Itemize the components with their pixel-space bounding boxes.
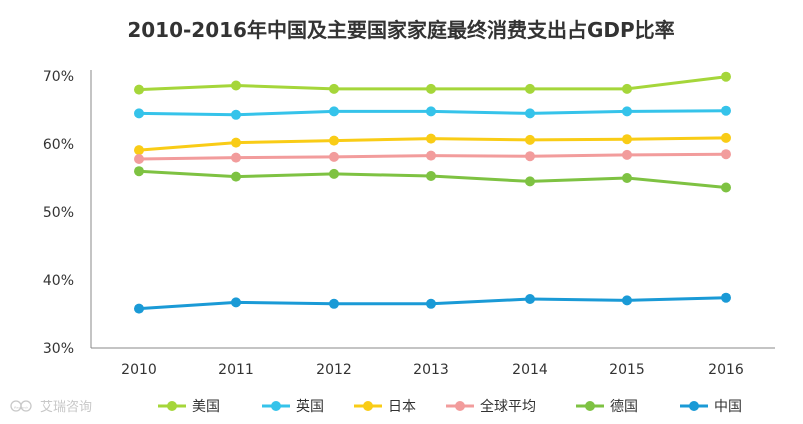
data-point bbox=[329, 168, 339, 179]
data-point bbox=[134, 154, 144, 164]
data-point bbox=[426, 83, 436, 94]
data-point bbox=[721, 182, 731, 193]
data-point bbox=[721, 149, 731, 160]
y-axis: 30% 40% 50% 60% 70% bbox=[43, 69, 92, 357]
data-point bbox=[426, 106, 436, 117]
x-tick-label: 2012 bbox=[316, 362, 352, 378]
data-point bbox=[525, 151, 535, 162]
watermark: iResearch 艾瑞咨询 bbox=[10, 400, 92, 415]
data-point bbox=[329, 83, 339, 94]
data-point bbox=[622, 173, 632, 183]
series-1 bbox=[134, 105, 731, 120]
data-point bbox=[622, 106, 632, 117]
series-4 bbox=[134, 166, 731, 193]
legend-swatch-marker bbox=[271, 401, 281, 411]
data-point bbox=[525, 294, 535, 304]
data-point bbox=[525, 108, 535, 119]
series-5 bbox=[134, 292, 731, 314]
legend-item: 英国 bbox=[262, 398, 324, 415]
x-axis: 2010 2011 2012 2013 2014 2015 2016 bbox=[91, 347, 775, 378]
data-point bbox=[231, 171, 241, 182]
data-point bbox=[231, 297, 241, 308]
y-tick-label: 40% bbox=[43, 273, 74, 289]
data-point bbox=[329, 151, 339, 162]
data-point bbox=[329, 135, 339, 146]
legend-label: 日本 bbox=[388, 399, 416, 415]
y-tick-label: 50% bbox=[43, 205, 74, 221]
y-tick-label: 70% bbox=[43, 69, 74, 85]
data-point bbox=[231, 109, 241, 120]
legend-item: 日本 bbox=[354, 399, 416, 415]
data-point bbox=[134, 303, 144, 314]
data-point bbox=[134, 108, 144, 119]
legend-label: 中国 bbox=[714, 399, 742, 415]
legend-label: 英国 bbox=[296, 398, 324, 415]
data-point bbox=[426, 171, 436, 181]
y-tick-label: 60% bbox=[43, 137, 74, 153]
legend-swatch-marker bbox=[455, 401, 465, 411]
watermark-logo-text: iResearch bbox=[14, 406, 29, 410]
legend-swatch-marker bbox=[585, 401, 595, 411]
data-point bbox=[134, 145, 144, 156]
x-tick-label: 2010 bbox=[121, 362, 157, 378]
data-point bbox=[622, 83, 632, 94]
y-tick-label: 30% bbox=[43, 341, 74, 357]
legend-item: 德国 bbox=[576, 399, 638, 415]
data-point bbox=[134, 166, 144, 177]
legend-label: 德国 bbox=[610, 399, 638, 415]
legend-item: 全球平均 bbox=[446, 398, 536, 415]
data-point bbox=[525, 83, 535, 94]
data-point bbox=[721, 292, 731, 303]
data-point bbox=[622, 149, 632, 160]
data-point bbox=[721, 132, 731, 143]
data-point bbox=[721, 71, 731, 82]
series-0 bbox=[134, 71, 731, 95]
watermark-text: 艾瑞咨询 bbox=[40, 400, 92, 415]
series-3 bbox=[134, 149, 731, 164]
legend-label: 美国 bbox=[192, 399, 220, 415]
data-point bbox=[622, 295, 632, 306]
chart-title: 2010-2016年中国及主要国家家庭最终消费支出占GDP比率 bbox=[127, 18, 674, 42]
data-point bbox=[426, 298, 436, 309]
legend: 美国 英国 日本 全球平均 德国 中国 bbox=[158, 398, 742, 415]
legend-item: 中国 bbox=[680, 399, 742, 415]
data-point bbox=[329, 106, 339, 117]
legend-swatch-marker bbox=[167, 401, 177, 411]
series-2 bbox=[134, 132, 731, 156]
x-tick-label: 2015 bbox=[609, 362, 645, 378]
watermark-logo-icon: iResearch bbox=[10, 400, 32, 412]
legend-label: 全球平均 bbox=[480, 398, 536, 415]
x-tick-label: 2011 bbox=[218, 362, 254, 378]
data-point bbox=[721, 105, 731, 116]
data-point bbox=[231, 137, 241, 148]
x-tick-label: 2016 bbox=[708, 362, 744, 378]
data-point bbox=[134, 84, 144, 95]
x-tick-label: 2014 bbox=[512, 362, 548, 378]
data-point bbox=[622, 134, 632, 145]
data-point bbox=[525, 134, 535, 145]
plot-area bbox=[134, 71, 731, 314]
data-point bbox=[329, 298, 339, 309]
legend-swatch-marker bbox=[689, 401, 699, 411]
x-tick-label: 2013 bbox=[413, 362, 449, 378]
data-point bbox=[231, 152, 241, 163]
legend-item: 美国 bbox=[158, 399, 220, 415]
data-point bbox=[525, 176, 535, 187]
data-point bbox=[426, 133, 436, 144]
data-point bbox=[231, 80, 241, 91]
data-point bbox=[426, 150, 436, 161]
legend-swatch-marker bbox=[363, 401, 373, 411]
